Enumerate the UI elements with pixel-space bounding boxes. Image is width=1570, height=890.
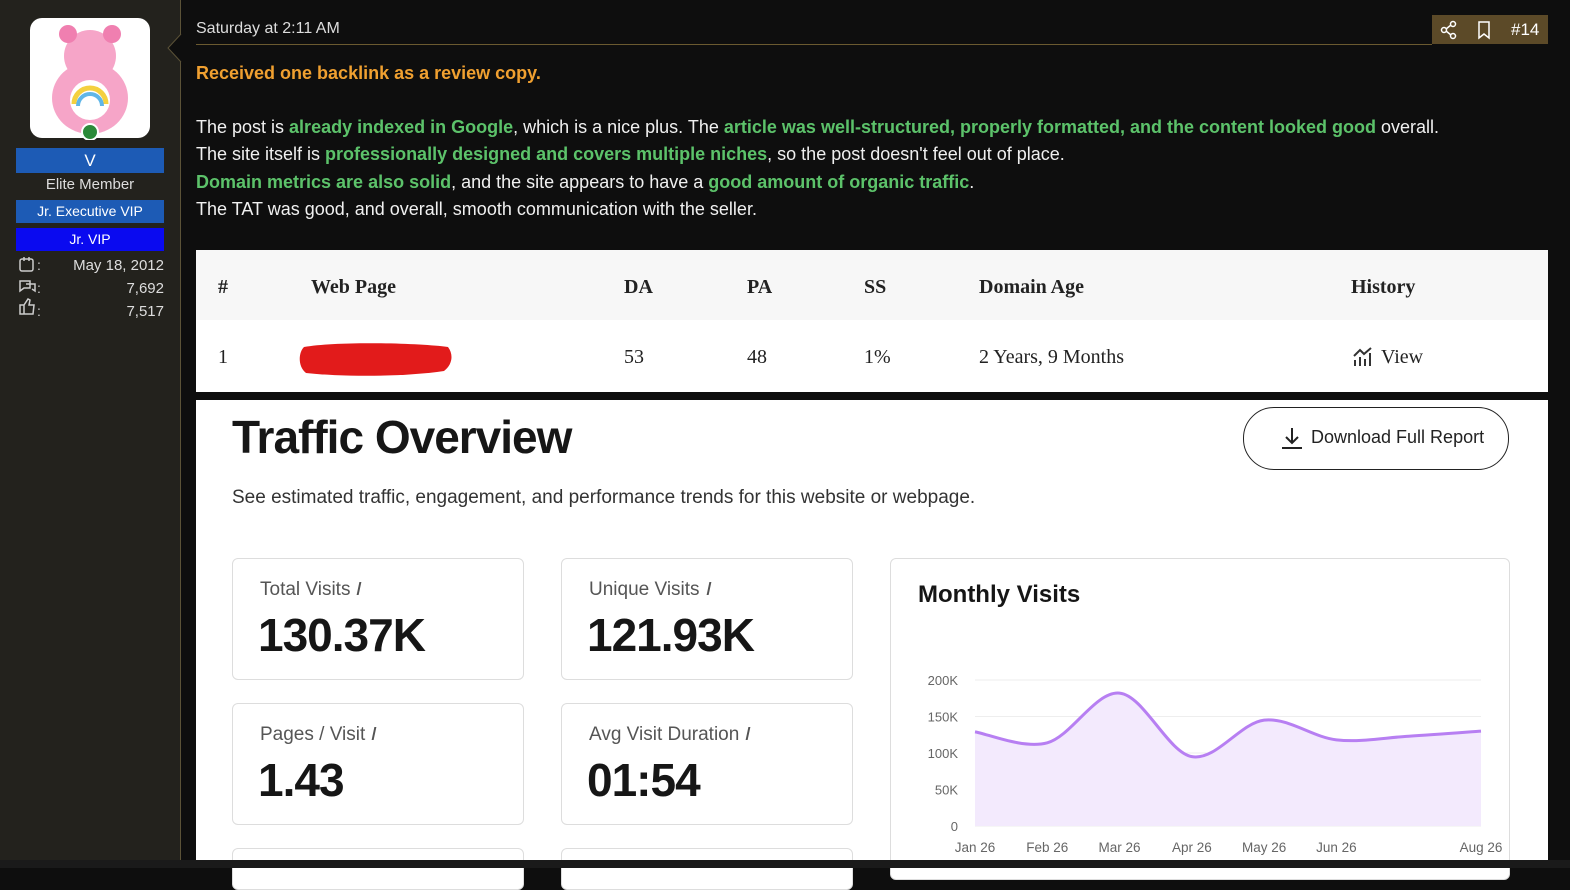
th: DA [624,276,653,298]
highlight: already indexed in Google [289,117,514,137]
report-subtitle: See estimated traffic, engagement, and p… [232,487,976,508]
stat-icons: ::: [19,257,41,319]
post-line: The TAT was good, and overall, smooth co… [196,199,757,220]
th: History [1351,276,1416,298]
th: Domain Age [979,276,1084,298]
th: SS [864,276,887,298]
post-actions[interactable] [1440,20,1496,40]
text: . [969,171,975,192]
th: PA [747,276,773,298]
text: , which is a nice plus. The [513,117,724,137]
metric-card [561,703,853,825]
metric-label: Pages / Visit [260,724,366,745]
chart-title: Monthly Visits [918,581,1081,608]
y-tick-label: 100K [928,746,959,761]
metric-value: 1.43 [258,754,345,806]
history-link[interactable]: View [1381,346,1424,368]
x-tick-label: May 26 [1242,840,1286,855]
text: The site itself is [196,144,326,165]
reaction-count: 7,517 [126,303,164,320]
metric-value: 01:54 [587,754,701,806]
x-tick-label: Feb 26 [1026,840,1068,855]
post-date[interactable]: Saturday at 2:11 AM [196,20,340,37]
metric-value: 130.37K [258,609,426,661]
metric-value: 121.93K [587,609,755,661]
text: , so the post doesn't feel out of place. [767,144,1065,165]
x-tick-label: Aug 26 [1460,840,1503,855]
join-date: May 18, 2012 [73,257,164,274]
history-icon [1353,347,1372,366]
td: 53 [624,346,644,368]
user-title: Elite Member [45,176,135,193]
divider [196,44,1432,45]
x-tick-label: Mar 26 [1099,840,1141,855]
report-title: Traffic Overview [232,411,572,463]
banner: Jr. Executive VIP [16,200,164,223]
line [974,691,1482,759]
metric-card [561,558,853,680]
metric-label: Total Visits [260,579,351,600]
download-button[interactable] [1243,407,1509,470]
td: 1 [218,346,228,368]
x-tick-label: Jun 26 [1316,840,1357,855]
text: The TAT was good, and overall, smooth co… [196,198,757,219]
th: # [218,276,228,298]
x-tick-label: Apr 26 [1172,840,1212,855]
message-count: 7,692 [126,280,164,297]
post-number[interactable]: #14 [1511,20,1540,39]
svg-text::: : [37,280,41,296]
sidebar [0,0,181,868]
metric-label: Avg Visit Duration [589,724,740,745]
highlight: article was well-structured, properly fo… [723,117,1376,137]
th: Web Page [311,276,396,298]
text: The post is [196,117,290,137]
metric-label: Unique Visits [589,579,700,600]
table-header [196,250,1548,320]
td: 48 [747,346,767,368]
chart: 0 50K 100K 150K 200K Jan 26 Feb 26 Mar 26 Apr 26… [928,673,1503,855]
scrollbar [0,860,1570,868]
metric-card [232,703,524,825]
post-toolbar [1432,15,1548,44]
y-tick-label: 50K [935,783,958,798]
redaction [299,343,452,376]
post-line: Domain metrics are also solid, and the s… [196,172,974,193]
x-tick-label: Jan 26 [955,840,996,855]
y-tick-label: 150K [928,710,959,725]
highlight: Domain metrics are also solid [196,171,452,192]
banner: Jr. VIP [16,228,164,251]
metric-card [232,558,524,680]
svg-text::: : [37,303,41,319]
post-line: The post is already indexed in Google, w… [196,117,1439,138]
post-heading: Received one backlink as a review copy. [196,63,541,83]
avatar[interactable] [30,18,150,140]
td: 2 Years, 9 Months [979,346,1125,368]
highlight: good amount of organic traffic [708,171,970,192]
arrow [167,34,182,63]
text: overall. [1376,117,1440,137]
username[interactable]: V [16,148,164,173]
highlight: professionally designed and covers multi… [325,144,768,165]
download-label[interactable]: Download Full Report [1311,427,1485,447]
svg-text::: : [37,257,41,273]
download-icon [1282,428,1302,449]
post-line: The site itself is professionally design… [196,144,1065,165]
td: 1% [864,346,891,368]
text: , and the site appears to have a [451,171,709,192]
y-tick-label: 200K [928,673,959,688]
area [975,693,1481,826]
y-tick-label: 0 [951,819,958,834]
